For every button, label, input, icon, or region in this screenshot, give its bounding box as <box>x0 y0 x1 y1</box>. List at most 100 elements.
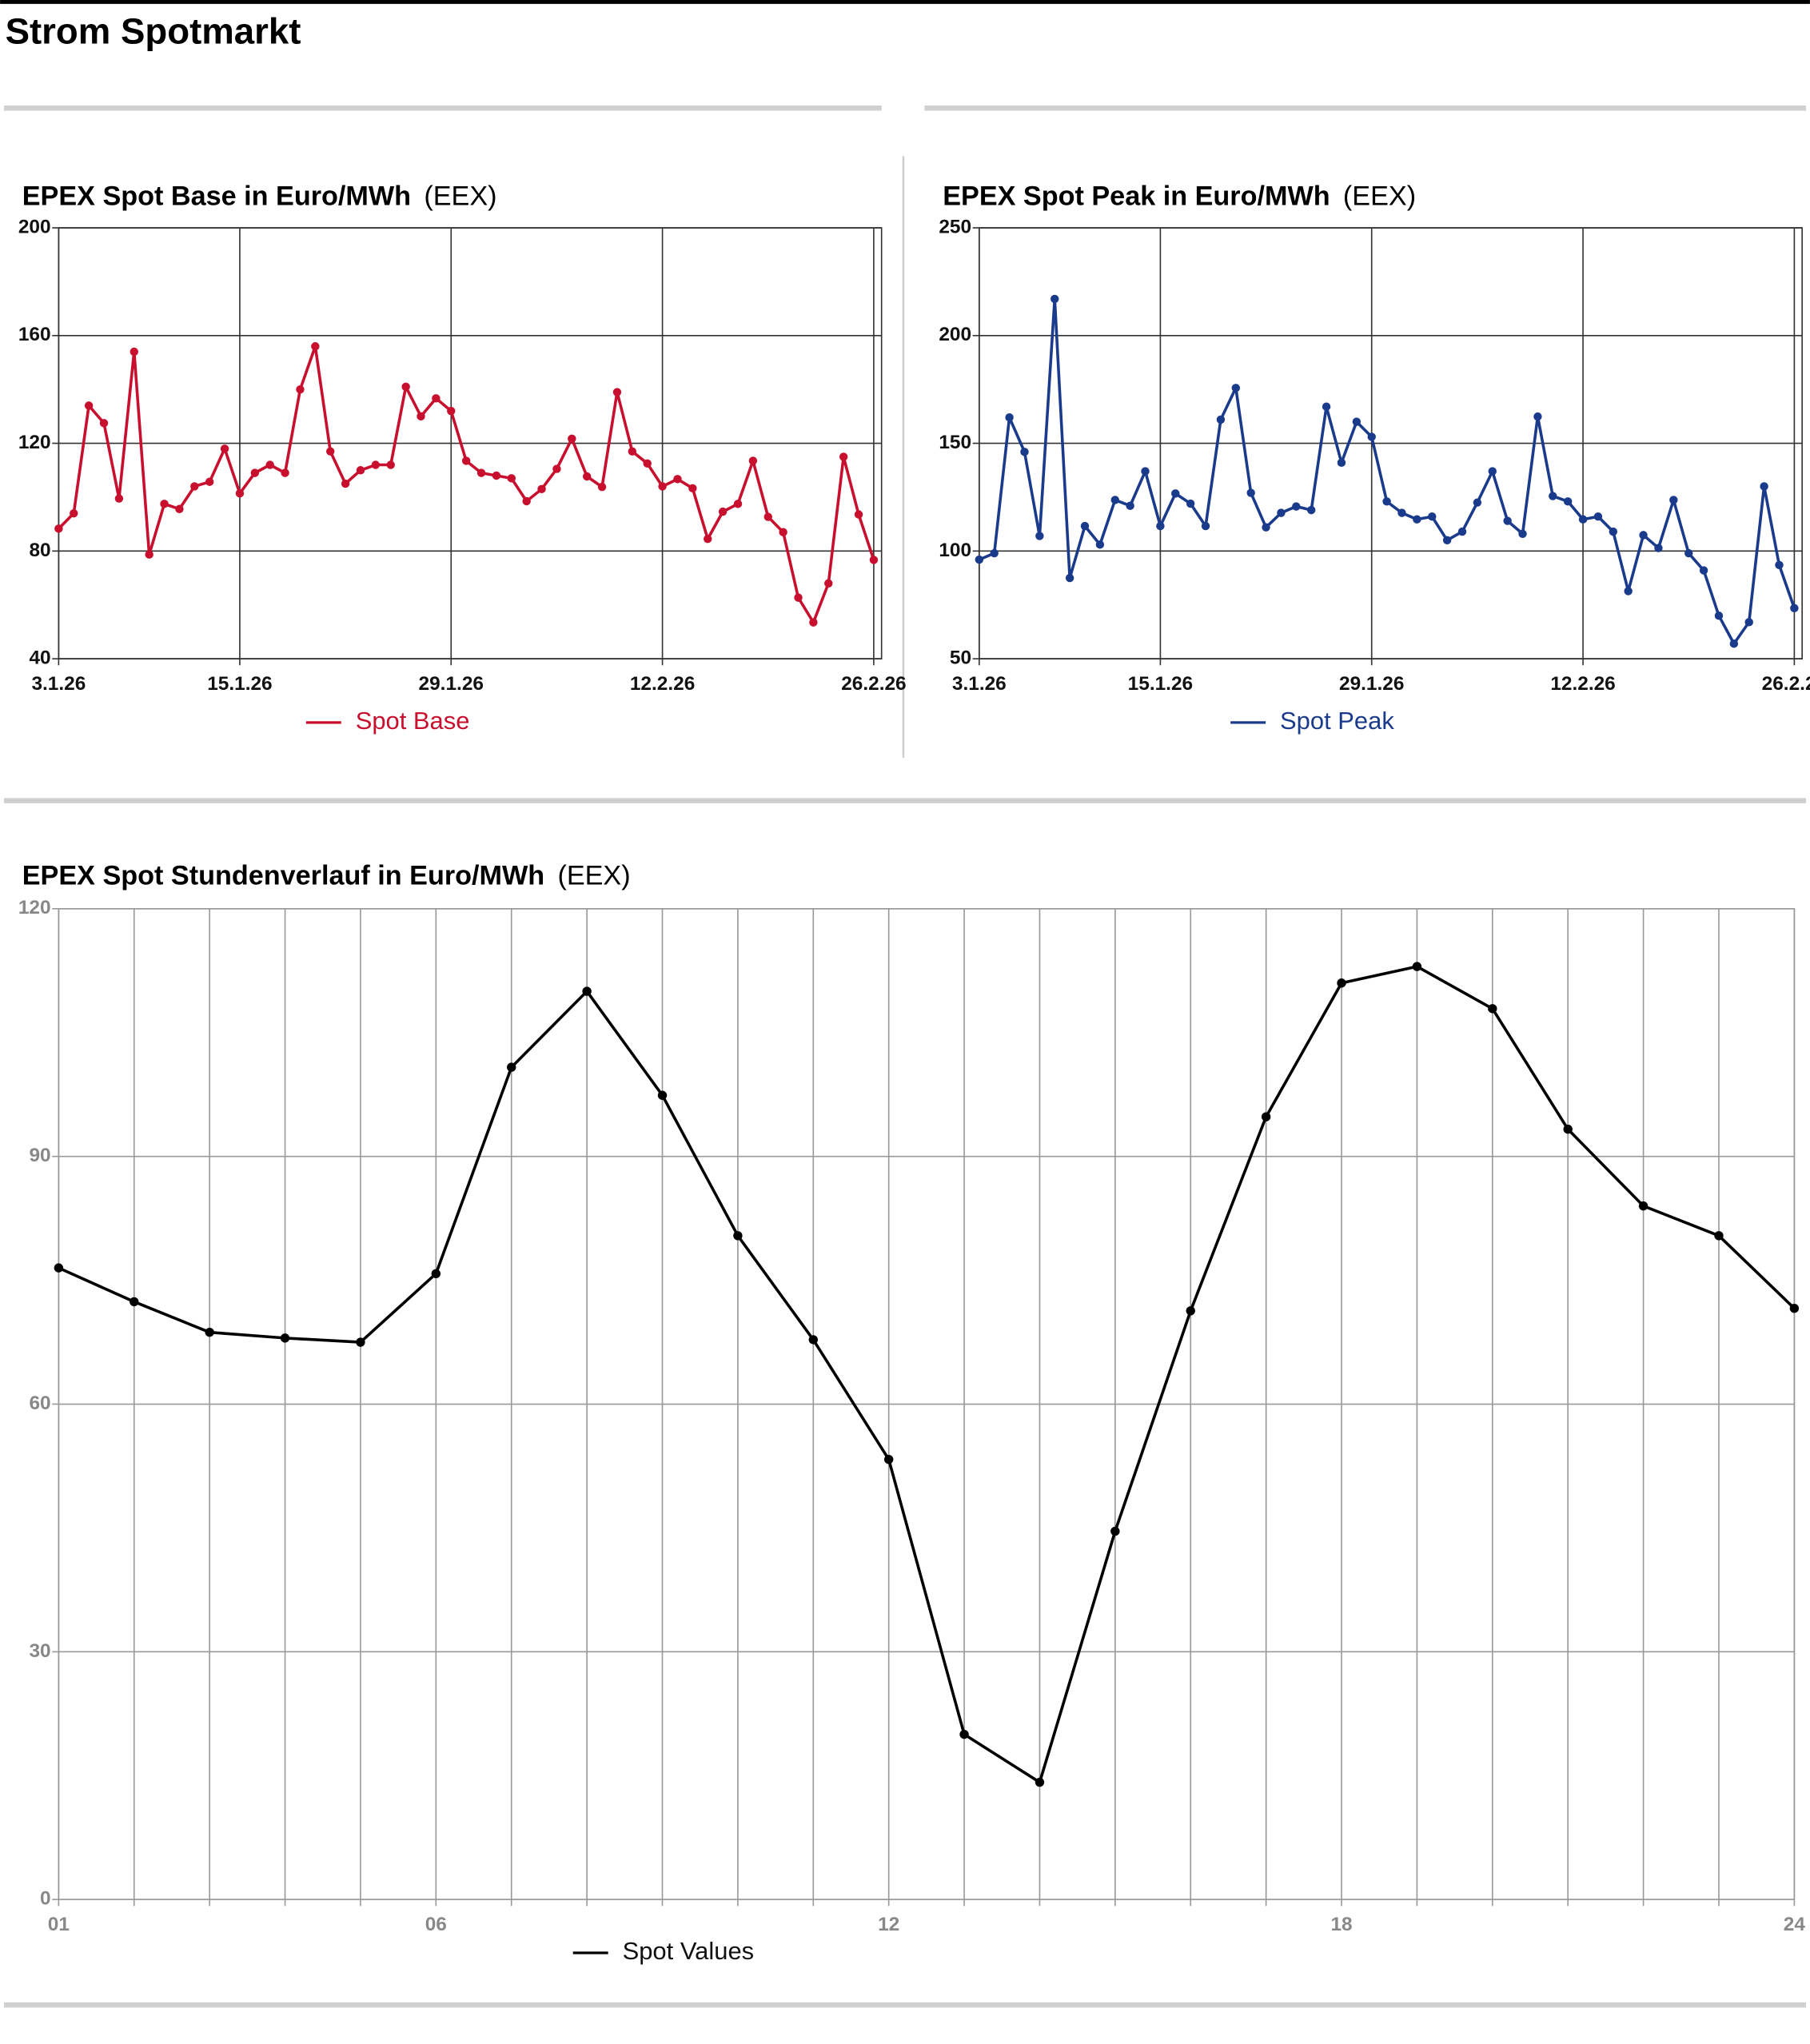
point <box>1714 611 1724 620</box>
point <box>1292 502 1301 511</box>
separator <box>924 105 1807 111</box>
point <box>1488 467 1497 476</box>
y-tick-label: 40 <box>29 647 50 669</box>
point <box>54 524 63 533</box>
point <box>280 1333 290 1343</box>
point <box>582 986 592 996</box>
point <box>1005 413 1014 422</box>
point <box>1789 1304 1800 1313</box>
point <box>296 384 305 394</box>
chart-title: EPEX Spot Stundenverlauf in Euro/MWh (EEX… <box>22 861 631 891</box>
x-tick-label: 24 <box>1784 1914 1806 1935</box>
point <box>1186 499 1195 508</box>
point <box>1578 515 1588 524</box>
x-tick-label: 12 <box>878 1914 899 1935</box>
point <box>281 468 289 477</box>
point <box>70 508 78 518</box>
x-tick-label: 12.2.26 <box>1550 673 1615 695</box>
point <box>597 482 607 492</box>
separator <box>3 105 882 111</box>
point <box>84 401 94 410</box>
point <box>1201 521 1210 531</box>
page-title: Strom Spotmarkt <box>6 10 301 51</box>
point <box>507 474 516 483</box>
point <box>1277 508 1286 517</box>
point <box>190 482 199 491</box>
y-tick-label: 90 <box>29 1145 50 1166</box>
y-tick-label: 150 <box>939 432 971 453</box>
point <box>1397 508 1406 517</box>
point <box>1775 560 1784 570</box>
y-tick-label: 250 <box>939 216 971 237</box>
point <box>733 1231 743 1241</box>
separator <box>3 2002 1807 2008</box>
point <box>612 388 622 396</box>
point <box>552 464 561 473</box>
point <box>1744 618 1753 627</box>
x-tick-label: 06 <box>425 1914 447 1935</box>
y-tick-label: 100 <box>939 540 971 561</box>
chart: EPEX Spot Peak in Euro/MWh (EEX) 50 100 150 2… <box>939 181 1810 735</box>
point <box>1246 488 1255 497</box>
point <box>839 452 848 461</box>
point <box>341 479 350 488</box>
point <box>794 593 803 602</box>
point <box>1563 1124 1573 1134</box>
series-line <box>58 965 1796 1784</box>
point <box>1367 432 1376 441</box>
point <box>628 447 637 456</box>
chart: EPEX Spot Stundenverlauf in Euro/MWh (EEX… <box>18 861 1806 1965</box>
point <box>145 550 153 559</box>
chart-source: (EEX) <box>557 861 630 891</box>
point <box>673 475 682 484</box>
point <box>824 579 833 588</box>
point <box>1035 532 1044 540</box>
point <box>476 468 486 477</box>
x-tick-label: 15.1.26 <box>1128 673 1193 695</box>
point <box>688 484 697 493</box>
point <box>1563 497 1573 506</box>
point <box>250 468 260 477</box>
point <box>432 394 441 403</box>
point <box>1428 512 1437 521</box>
x-tick-label: 26.2.26 <box>841 673 906 695</box>
x-tick-label: 3.1.26 <box>31 673 86 695</box>
y-tick-label: 50 <box>950 647 971 669</box>
point <box>114 494 124 503</box>
point <box>658 482 667 491</box>
point <box>417 412 425 421</box>
point <box>130 347 138 357</box>
y-tick-label: 30 <box>29 1640 50 1662</box>
point <box>1624 587 1633 596</box>
point <box>326 447 335 456</box>
point <box>401 382 410 392</box>
point <box>1141 467 1150 476</box>
y-tick-label: 120 <box>18 897 51 918</box>
point <box>1473 498 1482 507</box>
point <box>1035 1777 1045 1787</box>
point <box>160 500 169 508</box>
point <box>492 471 501 480</box>
point <box>1442 536 1452 545</box>
point <box>1352 417 1361 426</box>
point <box>1413 515 1421 524</box>
point <box>809 618 818 627</box>
point <box>869 556 879 564</box>
x-tick-label: 26.2.26 <box>1762 673 1810 695</box>
point <box>1337 978 1346 988</box>
point <box>507 1062 516 1072</box>
point <box>265 460 274 469</box>
chart: EPEX Spot Base in Euro/MWh (EEX) 40 80 120 16… <box>18 181 907 735</box>
point <box>1186 1306 1195 1316</box>
point <box>1669 496 1678 504</box>
series-line <box>979 297 1796 646</box>
point <box>1549 492 1557 500</box>
point <box>1609 527 1618 536</box>
separator <box>3 798 1807 803</box>
y-tick-label: 120 <box>18 432 51 453</box>
point <box>205 1327 214 1337</box>
point <box>779 528 787 536</box>
point <box>461 456 471 465</box>
point <box>657 1090 668 1100</box>
